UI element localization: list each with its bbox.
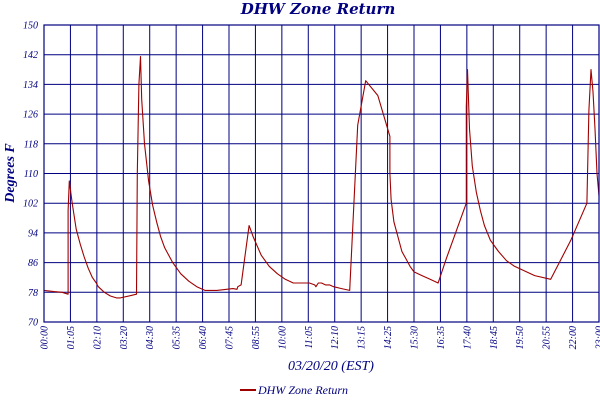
- x-axis-label: 03/20/20 (EST): [288, 359, 374, 374]
- x-tick-label: 14:25: [383, 326, 394, 349]
- y-tick-label: 150: [23, 21, 38, 32]
- x-tick-label: 23:00: [595, 326, 600, 349]
- y-tick-label: 70: [28, 318, 38, 329]
- y-tick-label: 126: [23, 110, 38, 121]
- x-tick-label: 05:35: [172, 326, 183, 349]
- y-tick-label: 118: [24, 139, 38, 150]
- y-tick-label: 110: [24, 169, 38, 180]
- y-tick-label: 134: [23, 80, 38, 91]
- plot-frame: [43, 24, 600, 323]
- x-tick-label: 16:35: [436, 326, 447, 349]
- legend: DHW Zone Return: [240, 383, 348, 397]
- x-tick-label: 20:55: [542, 326, 553, 349]
- series-layer: [43, 56, 600, 299]
- y-tick-label: 78: [28, 288, 38, 299]
- x-tick-label: 07:45: [225, 326, 236, 349]
- chart-title: DHW Zone Return: [240, 0, 396, 18]
- x-tick-label: 04:30: [145, 326, 156, 349]
- y-tick-label: 142: [23, 50, 38, 61]
- x-tick-label: 11:05: [304, 326, 315, 349]
- legend-label: DHW Zone Return: [257, 383, 348, 397]
- x-tick-label: 10:00: [277, 326, 288, 349]
- x-tick-label: 01:05: [66, 326, 77, 349]
- y-axis-label: Degrees F: [3, 143, 18, 204]
- y-tick-label: 102: [23, 199, 38, 210]
- grid: [43, 24, 600, 323]
- x-tick-label: 00:00: [40, 326, 51, 349]
- x-tick-label: 02:10: [92, 326, 103, 349]
- x-tick-label: 03:20: [119, 326, 130, 349]
- y-tick-label: 86: [28, 258, 38, 269]
- x-tick-label: 19:50: [515, 326, 526, 349]
- x-tick-label: 15:30: [410, 326, 421, 349]
- x-tick-label: 08:55: [251, 326, 262, 349]
- x-tick-label: 17:40: [462, 326, 473, 349]
- x-tick-labels: 00:00 01:05 02:10 03:20 04:30 05:35 06:40 07:45…: [40, 326, 600, 349]
- x-tick-label: 22:00: [568, 326, 579, 349]
- y-tick-labels: 150 142 134 126 118 110 102 94 86 78 70: [23, 21, 38, 329]
- y-tick-label: 94: [28, 228, 38, 239]
- series-line: [43, 56, 600, 299]
- x-tick-label: 06:40: [198, 326, 209, 349]
- x-tick-label: 13:15: [357, 326, 368, 349]
- x-tick-label: 12:10: [330, 326, 341, 349]
- x-tick-label: 18:45: [489, 326, 500, 349]
